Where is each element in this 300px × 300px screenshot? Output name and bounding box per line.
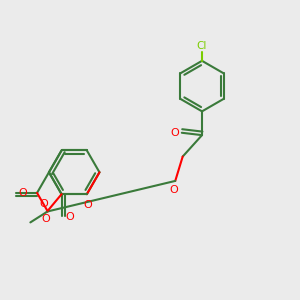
Text: O: O <box>83 200 92 209</box>
Text: O: O <box>65 212 74 222</box>
Text: O: O <box>170 128 179 138</box>
Text: O: O <box>169 185 178 195</box>
Text: O: O <box>42 214 50 224</box>
Text: Cl: Cl <box>197 41 207 51</box>
Text: O: O <box>18 188 27 198</box>
Text: O: O <box>39 199 48 209</box>
